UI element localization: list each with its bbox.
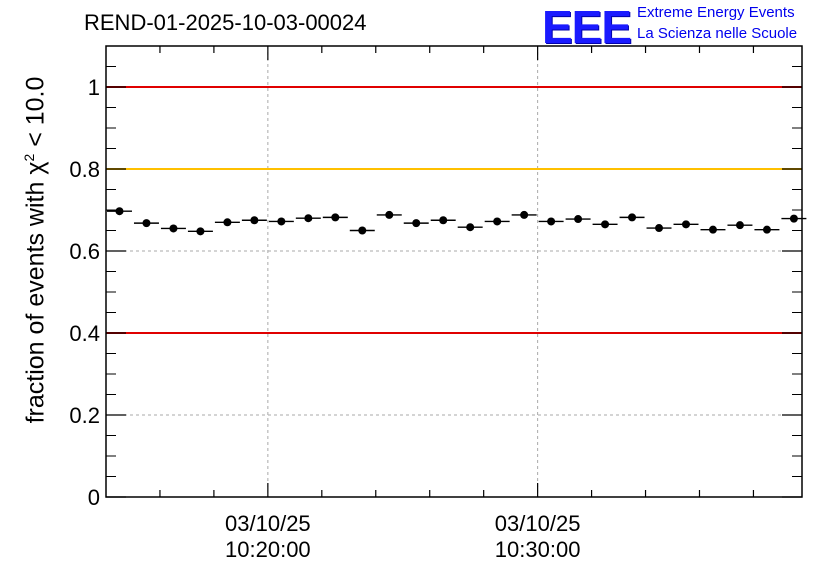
y-tick-label: 0.8 [69, 157, 100, 182]
logo-line-1: Extreme Energy Events [637, 4, 795, 21]
eee-logo: EEE Extreme Energy Events La Scienza nel… [542, 1, 834, 53]
data-point [466, 223, 475, 232]
eee-logo-mark: EEE [542, 1, 632, 53]
reference-lines [106, 86, 802, 334]
data-point [762, 225, 771, 234]
data-point [412, 219, 421, 228]
data-point [439, 216, 448, 225]
data-point [304, 214, 313, 223]
chart-title: REND-01-2025-10-03-00024 [84, 10, 367, 35]
data-point [115, 207, 124, 216]
x-tick-label-1020: 03/10/25 10:20:00 [198, 511, 338, 563]
data-point [493, 217, 502, 226]
x-tick-date: 03/10/25 [494, 511, 581, 536]
data-point [628, 213, 637, 222]
data-point [142, 219, 151, 228]
data-point [601, 220, 610, 229]
data-point [708, 225, 717, 234]
x-tick-time: 10:30:00 [494, 537, 581, 562]
data-point [196, 227, 205, 236]
data-point [574, 215, 583, 224]
y-tick-label: 0.4 [69, 321, 100, 346]
data-point [520, 210, 529, 219]
data-points [107, 207, 807, 236]
data-point [547, 217, 556, 226]
data-point [250, 216, 259, 225]
x-tick-label-1030: 03/10/25 10:30:00 [468, 511, 608, 563]
data-point [789, 214, 798, 223]
y-tick-label: 1 [88, 75, 100, 100]
data-point [735, 221, 744, 230]
data-point [385, 210, 394, 219]
y-axis-label-prefix: fraction of events with [21, 174, 50, 424]
y-axis-label-symbol: χ [21, 161, 50, 175]
data-point [682, 220, 690, 229]
axis-ticks [106, 46, 802, 498]
data-point [358, 226, 367, 235]
data-point [277, 217, 286, 226]
y-tick-label: 0.2 [69, 403, 100, 428]
plot-frame [105, 45, 803, 498]
data-point [169, 224, 178, 233]
y-axis-label: fraction of events with χ2 < 10.0 [21, 76, 51, 424]
logo-line-2: La Scienza nelle Scuole [637, 25, 798, 42]
grid-lines [106, 46, 802, 497]
y-tick-label: 0 [88, 485, 100, 510]
y-axis-label-exponent: 2 [21, 153, 38, 162]
y-tick-label: 0.6 [69, 239, 100, 264]
data-point [223, 218, 232, 227]
data-point [331, 213, 340, 222]
y-axis-label-suffix: < 10.0 [21, 76, 50, 154]
y-tick-labels: 0 0.2 0.4 0.6 0.8 1 [69, 75, 100, 510]
x-tick-time: 10:20:00 [225, 537, 311, 562]
x-tick-date: 03/10/25 [225, 511, 311, 536]
data-point [655, 224, 664, 233]
